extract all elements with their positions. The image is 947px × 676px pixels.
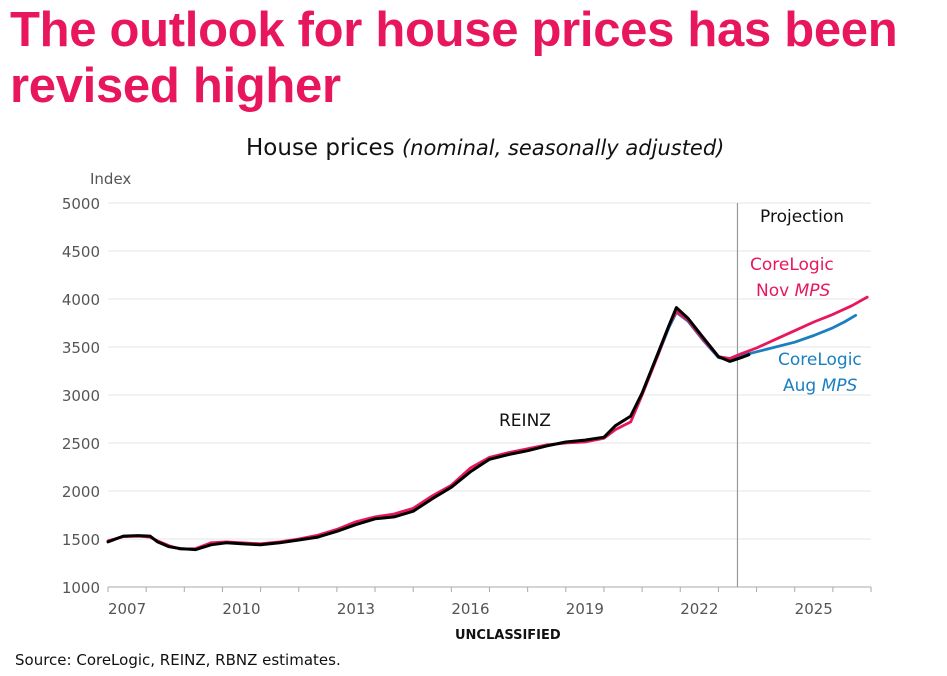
x-tick-label: 2025 <box>795 600 833 618</box>
x-axis: 2007 2010 2013 2016 2019 2022 2025 <box>107 586 872 618</box>
chart-title-main: House prices <box>246 135 395 161</box>
source-note: Source: CoreLogic, REINZ, RBNZ estimates… <box>15 651 341 669</box>
x-tick-label: 2019 <box>566 600 604 618</box>
headline: The outlook for house prices has been re… <box>10 3 898 113</box>
series-line-corelogic-nov-mps <box>106 295 869 551</box>
y-axis-label: Index <box>90 170 131 188</box>
series-lines <box>106 295 869 552</box>
y-tick-label: 1500 <box>62 531 100 549</box>
y-tick-label: 3500 <box>62 339 100 357</box>
series-line-reinz <box>106 306 751 552</box>
x-tick-label: 2010 <box>222 600 260 618</box>
x-tick-label: 2013 <box>337 600 375 618</box>
y-tick-label: 4500 <box>62 243 100 261</box>
y-tick-label: 2500 <box>62 435 100 453</box>
chart-title: House prices (nominal, seasonally adjust… <box>246 135 724 161</box>
gridlines <box>108 202 871 540</box>
y-tick-label: 5000 <box>62 195 100 213</box>
y-tick-label: 1000 <box>62 579 100 597</box>
projection-label: Projection <box>760 207 844 227</box>
chart-subtitle: (nominal, seasonally adjusted) <box>402 136 724 160</box>
label-aug-line1: CoreLogic <box>778 350 862 370</box>
label-reinz: REINZ <box>499 411 551 431</box>
y-tick-label: 3000 <box>62 387 100 405</box>
label-nov-line1: CoreLogic <box>750 255 834 275</box>
y-tick-labels: 1000 1500 2000 2500 3000 3500 4000 4500 5000 <box>62 195 100 597</box>
x-tick-label: 2022 <box>680 600 718 618</box>
y-tick-label: 2000 <box>62 483 100 501</box>
label-nov-line2: Nov MPS <box>756 281 831 301</box>
x-tick-label: 2016 <box>451 600 489 618</box>
x-tick-label: 2007 <box>108 600 146 618</box>
label-aug-line2: Aug MPS <box>783 376 858 396</box>
y-tick-label: 4000 <box>62 291 100 309</box>
classification-label: UNCLASSIFIED <box>455 628 561 643</box>
